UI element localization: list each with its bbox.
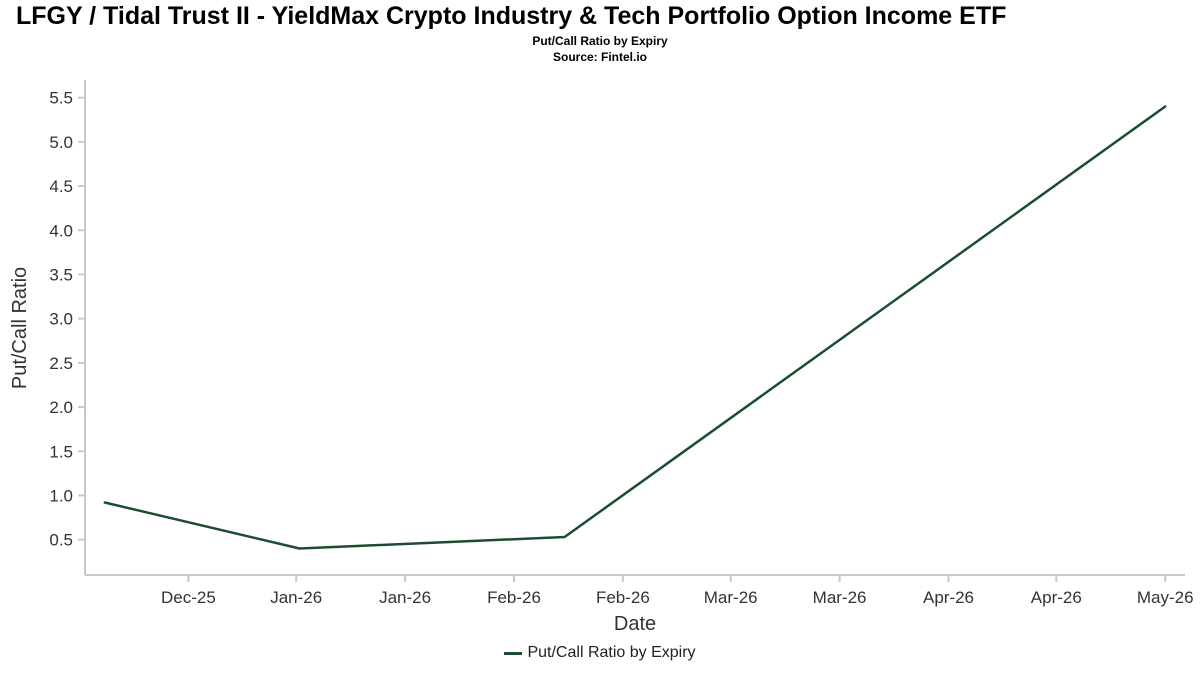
putcall-series-line <box>103 105 1167 550</box>
chart-subtitle: Put/Call Ratio by Expiry <box>532 34 668 48</box>
x-tick-label: Mar-26 <box>704 588 758 607</box>
y-axis-label: Put/Call Ratio <box>9 267 31 389</box>
chart-source: Source: Fintel.io <box>552 50 647 64</box>
putcall-line-chart: 0.5 1.0 1.5 2.0 2.5 3.0 3.5 4.0 4.5 5.0 5.5 Dec-25 J… <box>9 80 1194 635</box>
chart-legend: Put/Call Ratio by Expiry <box>0 644 1200 662</box>
x-tick-label: Apr-26 <box>923 588 974 607</box>
y-tick-label: 5.5 <box>49 89 73 108</box>
x-tick-label: Apr-26 <box>1031 588 1082 607</box>
x-tick-label: Dec-25 <box>161 588 216 607</box>
y-tick-label: 4.5 <box>49 177 73 196</box>
y-tick-label: 3.5 <box>49 265 73 284</box>
y-tick-label: 0.5 <box>49 531 73 550</box>
x-tick-label: May-26 <box>1137 588 1194 607</box>
x-tick-label: Feb-26 <box>596 588 650 607</box>
y-tick-label: 4.0 <box>49 221 73 240</box>
y-tick-label: 2.5 <box>49 354 73 373</box>
x-tick-label: Jan-26 <box>270 588 322 607</box>
legend-line-swatch <box>504 651 523 655</box>
y-tick-label: 1.5 <box>49 442 73 461</box>
x-axis-label: Date <box>614 613 656 635</box>
x-tick-label: Feb-26 <box>487 588 541 607</box>
x-tick-label: Jan-26 <box>379 588 431 607</box>
x-tick-label: Mar-26 <box>813 588 867 607</box>
legend-label: Put/Call Ratio by Expiry <box>527 644 696 661</box>
y-tick-label: 2.0 <box>49 398 73 417</box>
page-title: LFGY / Tidal Trust II - YieldMax Crypto … <box>16 2 1007 30</box>
y-tick-label: 3.0 <box>49 310 73 329</box>
y-tick-label: 1.0 <box>49 486 73 505</box>
y-tick-label: 5.0 <box>49 133 73 152</box>
